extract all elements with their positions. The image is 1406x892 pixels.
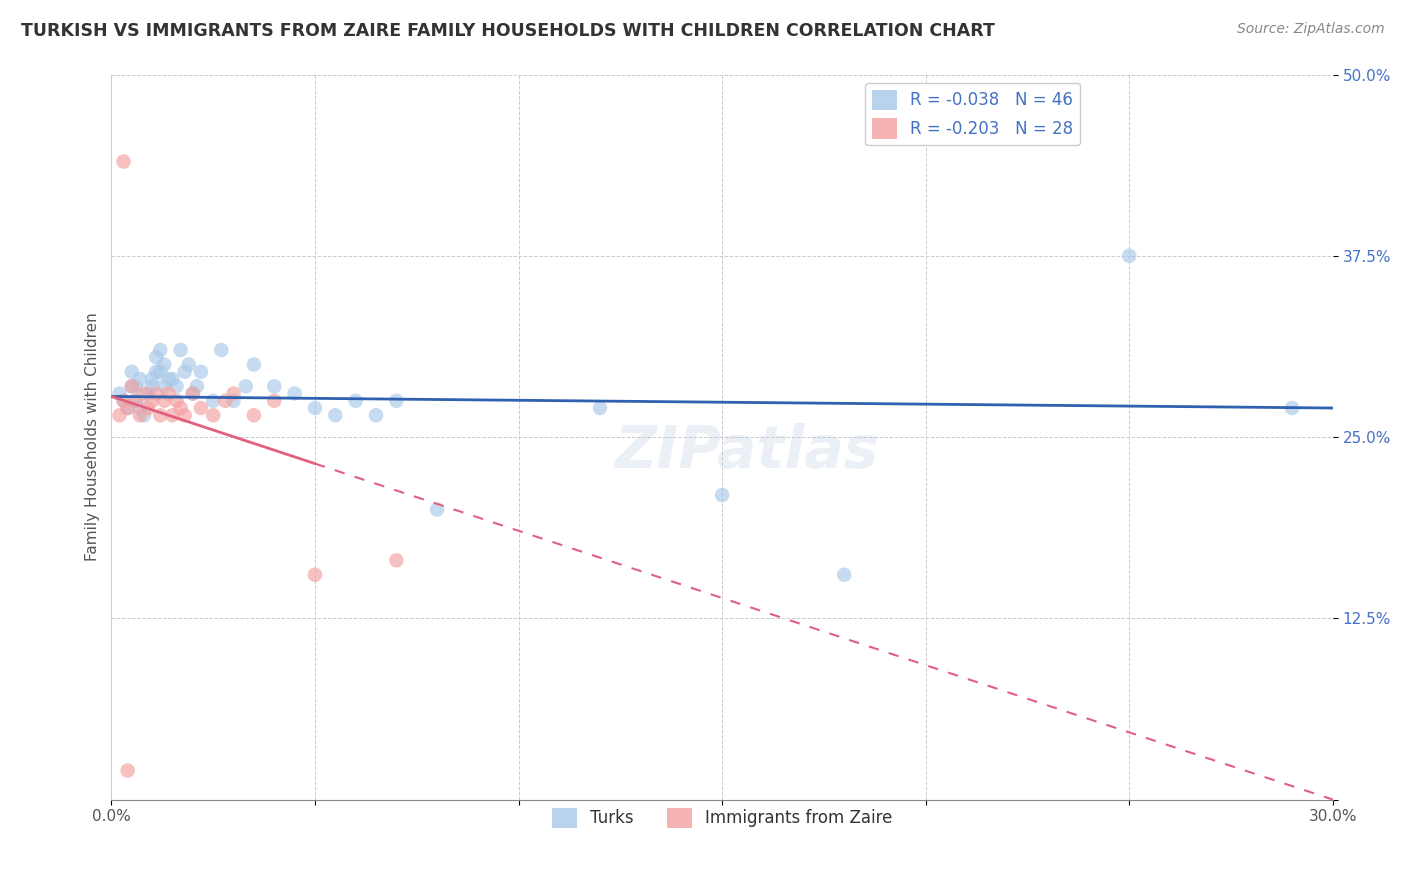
- Point: [190, 401, 212, 415]
- Point: [222, 393, 245, 408]
- Point: [136, 401, 159, 415]
- Point: [125, 379, 148, 393]
- Point: [108, 386, 131, 401]
- Point: [214, 393, 236, 408]
- Point: [129, 372, 152, 386]
- Point: [129, 401, 152, 415]
- Point: [304, 401, 326, 415]
- Point: [186, 379, 208, 393]
- Point: [141, 393, 163, 408]
- Point: [243, 409, 266, 423]
- Point: [304, 567, 326, 582]
- Point: [157, 372, 180, 386]
- Point: [162, 409, 184, 423]
- Point: [112, 154, 135, 169]
- Point: [149, 365, 172, 379]
- Point: [153, 393, 176, 408]
- Point: [169, 401, 191, 415]
- Point: [125, 393, 148, 408]
- Point: [364, 409, 387, 423]
- Point: [202, 409, 225, 423]
- Point: [136, 386, 159, 401]
- Y-axis label: Family Households with Children: Family Households with Children: [86, 313, 100, 561]
- Point: [157, 386, 180, 401]
- Point: [166, 393, 188, 408]
- Point: [181, 386, 204, 401]
- Point: [181, 386, 204, 401]
- Point: [1118, 249, 1140, 263]
- Text: ZIPatlas: ZIPatlas: [614, 423, 879, 480]
- Point: [263, 379, 285, 393]
- Point: [166, 379, 188, 393]
- Point: [177, 358, 200, 372]
- Point: [263, 393, 285, 408]
- Point: [121, 379, 143, 393]
- Legend: Turks, Immigrants from Zaire: Turks, Immigrants from Zaire: [546, 801, 900, 835]
- Point: [162, 372, 184, 386]
- Point: [235, 379, 257, 393]
- Point: [125, 393, 148, 408]
- Point: [169, 343, 191, 357]
- Point: [149, 409, 172, 423]
- Point: [344, 393, 367, 408]
- Point: [145, 365, 167, 379]
- Point: [121, 379, 143, 393]
- Point: [149, 343, 172, 357]
- Point: [112, 393, 135, 408]
- Point: [145, 351, 167, 365]
- Point: [132, 386, 155, 401]
- Point: [117, 764, 139, 778]
- Point: [222, 386, 245, 401]
- Point: [173, 409, 195, 423]
- Point: [323, 409, 346, 423]
- Point: [190, 365, 212, 379]
- Point: [711, 488, 734, 502]
- Point: [141, 372, 163, 386]
- Point: [173, 365, 195, 379]
- Point: [117, 401, 139, 415]
- Point: [132, 409, 155, 423]
- Point: [202, 393, 225, 408]
- Point: [108, 409, 131, 423]
- Point: [153, 358, 176, 372]
- Point: [117, 401, 139, 415]
- Point: [209, 343, 232, 357]
- Point: [145, 386, 167, 401]
- Point: [589, 401, 612, 415]
- Point: [1281, 401, 1303, 415]
- Text: Source: ZipAtlas.com: Source: ZipAtlas.com: [1237, 22, 1385, 37]
- Point: [284, 386, 307, 401]
- Point: [153, 379, 176, 393]
- Point: [385, 393, 408, 408]
- Text: TURKISH VS IMMIGRANTS FROM ZAIRE FAMILY HOUSEHOLDS WITH CHILDREN CORRELATION CHA: TURKISH VS IMMIGRANTS FROM ZAIRE FAMILY …: [21, 22, 995, 40]
- Point: [426, 502, 449, 516]
- Point: [243, 358, 266, 372]
- Point: [121, 365, 143, 379]
- Point: [129, 409, 152, 423]
- Point: [832, 567, 855, 582]
- Point: [141, 379, 163, 393]
- Point: [112, 393, 135, 408]
- Point: [385, 553, 408, 567]
